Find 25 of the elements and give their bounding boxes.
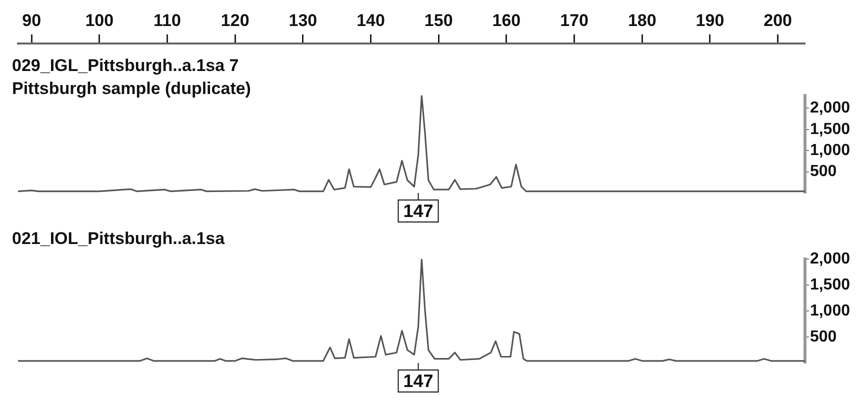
x-tick-label: 190 <box>696 10 724 30</box>
y-tick-label: 500 <box>810 163 837 180</box>
chart-subtitle: Pittsburgh sample (duplicate) <box>12 78 251 100</box>
y-tick-label: 1,500 <box>810 276 850 294</box>
chart-title: 021_IOL_Pittsburgh..a.1sa <box>12 228 225 250</box>
x-tick-label: 90 <box>22 10 42 30</box>
y-tick-label: 1,000 <box>810 142 850 159</box>
x-tick-label: 200 <box>764 10 792 30</box>
annotation: 147 <box>403 200 434 221</box>
x-tick-label: 150 <box>424 10 453 30</box>
x-tick-label: 120 <box>220 10 250 30</box>
x-tick-label: 160 <box>492 10 521 30</box>
y-tick-label: 500 <box>810 328 837 346</box>
y-tick-label: 1,000 <box>810 302 850 320</box>
x-tick-label: 170 <box>560 10 588 30</box>
y-tick-label: 2,000 <box>810 250 850 268</box>
y-tick-label: 2,000 <box>810 100 850 117</box>
y-tick-label: 1,500 <box>810 120 850 138</box>
x-tick-label: 100 <box>85 10 114 30</box>
x-tick-label: 130 <box>288 10 318 30</box>
chart-title: 029_IGL_Pittsburgh..a.1sa 7 <box>12 55 240 77</box>
x-tick-label: 180 <box>628 10 656 30</box>
x-tick-label: 140 <box>356 10 385 30</box>
x-tick-label: 110 <box>154 10 181 30</box>
annotation: 147 <box>403 370 434 391</box>
